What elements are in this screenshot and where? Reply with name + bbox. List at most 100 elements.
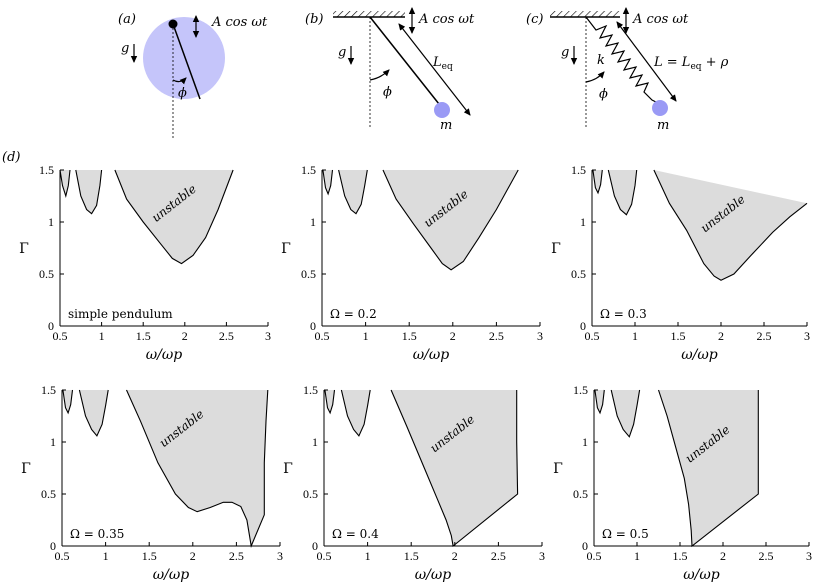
y-tick-label: 0 xyxy=(580,319,586,333)
x-tick-label: 1 xyxy=(363,329,369,343)
angle-label: ϕ xyxy=(178,86,187,101)
schematic-b: (b) A cos ωt Leq g ϕ m xyxy=(305,6,475,133)
gravity-label: g xyxy=(338,45,346,60)
unstable-region xyxy=(341,390,371,436)
pendulum-bob xyxy=(434,102,450,118)
schematic-a-label: (a) xyxy=(118,12,136,27)
x-tick-label: 2.5 xyxy=(219,329,234,343)
x-tick-label: 1.5 xyxy=(673,549,688,563)
unstable-region xyxy=(338,170,368,214)
unstable-region xyxy=(653,170,807,281)
stability-boundary xyxy=(657,389,759,548)
y-tick-label: 1 xyxy=(580,215,586,229)
ceiling-hatch xyxy=(550,11,620,17)
stability-boundary xyxy=(594,389,605,415)
stability-boundary xyxy=(324,389,336,415)
y-tick-label: 1 xyxy=(582,435,588,449)
y-tick-label: 1.5 xyxy=(39,163,54,177)
x-axis-label: ω/ωp xyxy=(683,567,720,583)
panel-annotation: simple pendulum xyxy=(68,307,173,321)
x-tick-label: 1 xyxy=(634,549,640,563)
unstable-region xyxy=(324,390,335,413)
y-tick-label: 1 xyxy=(48,215,54,229)
x-tick-label: 2 xyxy=(718,329,724,343)
schematic-c: (c) A cos ωt L = Leq + ρ k g ϕ m xyxy=(526,6,729,133)
y-tick-label: 0 xyxy=(48,319,54,333)
x-tick-label: 1 xyxy=(99,329,105,343)
x-tick-label: 2 xyxy=(190,549,196,563)
stability-boundary xyxy=(653,169,808,281)
y-tick-label: 1 xyxy=(312,435,318,449)
x-tick-label: 2.5 xyxy=(757,329,772,343)
y-axis-label: Γ xyxy=(283,461,293,477)
x-tick-label: 2 xyxy=(452,549,458,563)
x-axis-label: ω/ωp xyxy=(415,567,452,583)
pendulum-rod xyxy=(172,23,201,100)
stability-boundary xyxy=(322,169,334,196)
y-axis-label: Γ xyxy=(21,461,31,477)
stability-boundary xyxy=(78,389,109,437)
y-tick-label: 0.5 xyxy=(573,487,588,501)
angle-arc-icon xyxy=(585,71,605,83)
stability-charts: 0.5 1 1.5 2 2.5 300.511.5ω/ωpΓunstablesimple … xyxy=(19,163,812,583)
y-axis-label: Γ xyxy=(551,241,561,257)
stability-boundary xyxy=(592,169,603,195)
x-tick-label: 3 xyxy=(277,549,283,563)
panel-annotation: Ω = 0.2 xyxy=(330,307,377,321)
x-tick-label: 0.5 xyxy=(317,549,332,563)
unstable-region xyxy=(594,390,605,413)
y-tick-label: 1.5 xyxy=(571,163,586,177)
panel-d-label: (d) xyxy=(2,150,20,165)
angle-label: ϕ xyxy=(383,85,392,100)
x-tick-label: 2 xyxy=(720,549,726,563)
schematic-c-label: (c) xyxy=(526,12,543,27)
x-tick-label: 1.5 xyxy=(136,329,151,343)
y-tick-label: 1.5 xyxy=(301,163,316,177)
panel-annotation: Ω = 0.5 xyxy=(602,527,649,541)
y-tick-label: 0 xyxy=(310,319,316,333)
stability-boundary xyxy=(75,169,103,215)
drive-label: A cos ωt xyxy=(418,12,475,27)
length-arrow-icon xyxy=(616,21,677,102)
y-axis-label: Γ xyxy=(553,461,563,477)
y-tick-label: 0 xyxy=(582,539,588,553)
unstable-region xyxy=(611,390,640,437)
length-label: L = Leq + ρ xyxy=(653,55,729,72)
y-tick-label: 0.5 xyxy=(39,267,54,281)
unstable-region xyxy=(592,170,603,193)
x-tick-label: 1.5 xyxy=(402,329,417,343)
spring-label: k xyxy=(597,53,605,68)
stability-boundary xyxy=(125,389,269,548)
gravity-label: g xyxy=(561,45,569,60)
unstable-region xyxy=(60,170,70,196)
y-tick-label: 0 xyxy=(50,539,56,553)
x-tick-label: 0.5 xyxy=(315,329,330,343)
schematic-b-label: (b) xyxy=(305,12,323,27)
y-tick-label: 1 xyxy=(310,215,316,229)
y-tick-label: 0.5 xyxy=(41,487,56,501)
y-tick-label: 1.5 xyxy=(573,383,588,397)
y-tick-label: 0.5 xyxy=(301,267,316,281)
y-tick-label: 1.5 xyxy=(41,383,56,397)
stability-boundary xyxy=(382,169,519,271)
x-tick-label: 0.5 xyxy=(53,329,68,343)
stability-boundary xyxy=(607,169,638,216)
unstable-region xyxy=(79,390,109,436)
x-tick-label: 3 xyxy=(265,329,271,343)
x-tick-label: 2.5 xyxy=(489,329,504,343)
x-tick-label: 2 xyxy=(182,329,188,343)
unstable-region xyxy=(126,390,268,546)
y-tick-label: 0.5 xyxy=(303,487,318,501)
x-tick-label: 2.5 xyxy=(759,549,774,563)
unstable-region xyxy=(608,170,637,215)
x-tick-label: 0.5 xyxy=(55,549,70,563)
gravity-label: g xyxy=(121,41,129,56)
stability-boundary xyxy=(59,169,71,199)
stability-boundary xyxy=(114,169,234,265)
x-axis-label: ω/ωp xyxy=(153,567,190,583)
length-arrow-icon xyxy=(398,23,471,116)
